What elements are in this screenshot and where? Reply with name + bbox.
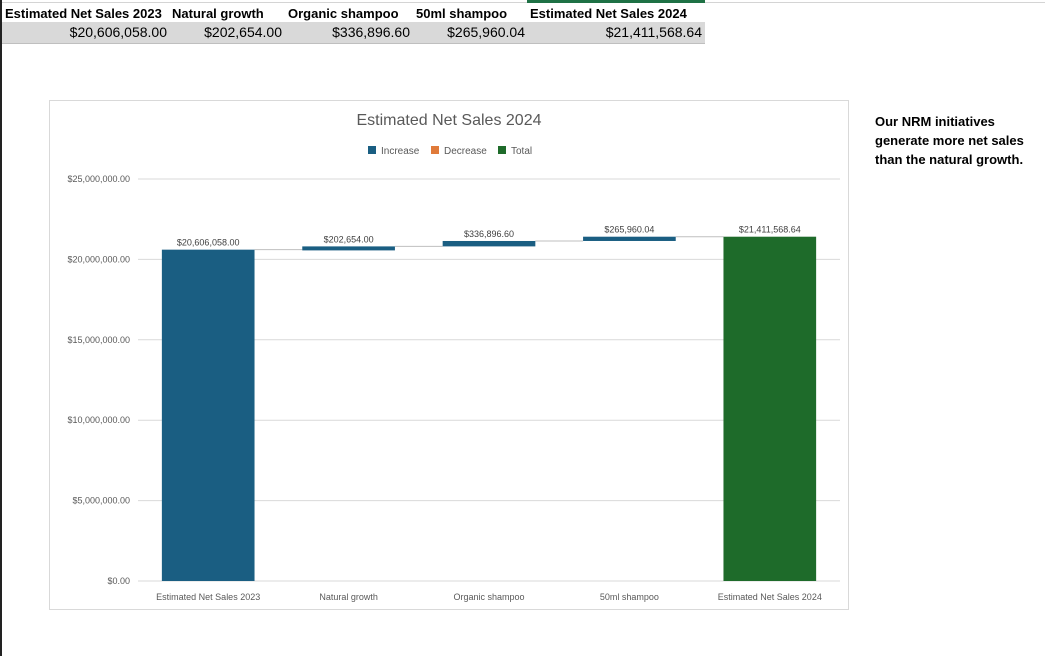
legend-label-total: Total <box>511 146 532 157</box>
header-cell-50ml-shampoo[interactable]: 50ml shampoo <box>416 6 508 21</box>
y-tick-label: $20,000,000.00 <box>67 254 130 264</box>
y-tick-label: $0.00 <box>107 576 130 586</box>
y-tick-label: $10,000,000.00 <box>67 415 130 425</box>
gridline <box>0 2 1045 3</box>
legend-label-increase: Increase <box>381 146 420 157</box>
bar-estimated-net-sales-2024[interactable] <box>723 236 817 582</box>
chart-canvas: Estimated Net Sales 2024 Increase Decreas… <box>67 112 840 602</box>
data-label: $202,654.00 <box>324 234 374 244</box>
y-tick-label: $5,000,000.00 <box>72 496 130 506</box>
value-cell-net-sales-2024[interactable]: $21,411,568.64 <box>605 24 702 40</box>
legend-swatch-total <box>498 146 506 154</box>
legend-swatch-decrease <box>431 146 439 154</box>
value-cell-organic-shampoo[interactable]: $336,896.60 <box>332 24 410 40</box>
header-cell-organic-shampoo[interactable]: Organic shampoo <box>288 6 399 21</box>
header-cell-net-sales-2023[interactable]: Estimated Net Sales 2023 <box>5 6 162 21</box>
x-tick-label: Natural growth <box>319 592 378 602</box>
x-axis: Estimated Net Sales 2023 Natural growth Or… <box>156 592 822 602</box>
sheet-top-border <box>0 0 1045 4</box>
selected-column-indicator <box>527 0 705 3</box>
x-tick-label: 50ml shampoo <box>600 592 659 602</box>
legend-swatch-increase <box>368 146 376 154</box>
bar-estimated-net-sales-2023[interactable] <box>161 249 255 581</box>
legend-label-decrease: Decrease <box>444 146 487 157</box>
commentary-note[interactable]: Our NRM initiatives generate more net sa… <box>875 114 1024 167</box>
value-cell-50ml-shampoo[interactable]: $265,960.04 <box>447 24 525 40</box>
y-axis: $0.00 $5,000,000.00 $10,000,000.00 $15,000,… <box>67 174 130 586</box>
data-label: $265,960.04 <box>604 225 654 235</box>
data-label: $20,606,058.00 <box>177 238 240 248</box>
header-cell-net-sales-2024[interactable]: Estimated Net Sales 2024 <box>530 6 687 21</box>
data-label: $21,411,568.64 <box>739 225 801 235</box>
bar-organic-shampoo[interactable] <box>442 240 536 247</box>
bar-natural-growth[interactable] <box>302 246 395 251</box>
data-label: $336,896.60 <box>464 229 514 239</box>
x-tick-label: Organic shampoo <box>453 592 524 602</box>
bar-50ml-shampoo[interactable] <box>583 236 676 241</box>
x-tick-label: Estimated Net Sales 2024 <box>718 592 822 602</box>
data-labels: $20,606,058.00 $202,654.00 $336,896.60 $265… <box>177 225 801 248</box>
y-tick-label: $25,000,000.00 <box>67 174 130 184</box>
chart-title: Estimated Net Sales 2024 <box>357 112 542 129</box>
chart-bars <box>161 236 817 582</box>
chart-gridlines <box>138 178 840 582</box>
chart-legend: Increase Decrease Total <box>368 146 532 157</box>
waterfall-chart[interactable]: Estimated Net Sales 2024 Increase Decreas… <box>49 100 849 610</box>
connector-lines <box>254 236 724 251</box>
y-tick-label: $15,000,000.00 <box>67 335 130 345</box>
sheet-left-edge <box>0 0 2 656</box>
header-cell-natural-growth[interactable]: Natural growth <box>172 6 264 21</box>
x-tick-label: Estimated Net Sales 2023 <box>156 592 260 602</box>
value-cell-net-sales-2023[interactable]: $20,606,058.00 <box>69 24 167 40</box>
value-cell-natural-growth[interactable]: $202,654.00 <box>204 24 282 40</box>
values-row <box>2 22 705 44</box>
